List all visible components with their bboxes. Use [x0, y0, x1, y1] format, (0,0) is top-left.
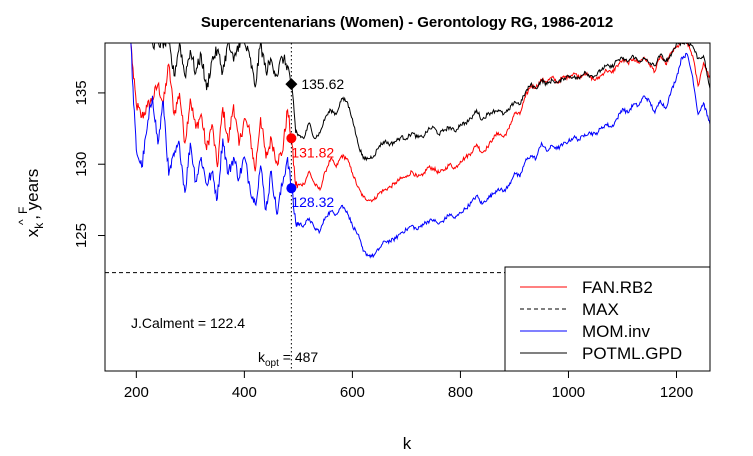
estimate-fan-rb2-label: 131.82 [291, 144, 334, 160]
kopt-label-sub: opt [265, 358, 279, 369]
x-tick-label: 800 [448, 384, 473, 401]
y-axis-label-text: xk , years [23, 169, 46, 238]
series-layer [105, 43, 710, 274]
estimate-mom-inv-marker [286, 183, 297, 194]
y-axis-label-var: x [23, 228, 42, 237]
x-tick-label: 1000 [552, 384, 585, 401]
x-tick-label: 600 [340, 384, 365, 401]
calment-label: J.Calment = 122.4 [131, 315, 245, 331]
legend-label-mom-inv: MOM.inv [582, 322, 651, 341]
legend-items: FAN.RB2 MAX MOM.inv POTML.GPD [520, 278, 682, 363]
series-fan-rb2-line [130, 43, 710, 203]
x-tick-label: 400 [232, 384, 257, 401]
estimate-potml-gpd-marker [285, 78, 298, 91]
x-axis-label: k [403, 434, 412, 453]
y-tick-label: 135 [73, 80, 90, 105]
y-axis-label-suffix: , years [23, 169, 42, 220]
chart-title: Supercentenarians (Women) - Gerontology … [201, 14, 613, 31]
estimate-mom-inv-label: 128.32 [291, 194, 334, 210]
y-axis-label: xk , years ^ F [16, 169, 46, 238]
series-mom-inv-line [130, 43, 710, 259]
y-axis-label-sub: k [32, 222, 46, 229]
y-axis-label-hat: ^ [16, 219, 30, 225]
legend-label-fan-rb2: FAN.RB2 [582, 278, 653, 297]
legend-label-potml-gpd: POTML.GPD [582, 344, 682, 363]
y-axis-label-sup: F [16, 207, 30, 214]
plot-frame [104, 42, 711, 372]
estimate-fan-rb2-marker [286, 133, 297, 144]
x-tick-label: 200 [124, 384, 149, 401]
legend-box [504, 266, 711, 372]
kopt-label-rest: = 487 [279, 349, 319, 365]
markers-layer: 135.62 131.82 128.32 [285, 76, 344, 210]
x-tick-label: 1200 [660, 384, 693, 401]
axes-layer: 200 400 600 800 1000 1200 125 130 135 [73, 80, 693, 401]
y-tick-label: 125 [73, 223, 90, 248]
legend: FAN.RB2 MAX MOM.inv POTML.GPD [504, 266, 711, 372]
series-potml-gpd-line [152, 43, 710, 162]
kopt-label-k: k [258, 349, 266, 365]
estimate-potml-gpd-label: 135.62 [301, 76, 344, 92]
kopt-label: kopt = 487 [258, 349, 318, 369]
y-tick-label: 130 [73, 152, 90, 177]
legend-label-max: MAX [582, 300, 619, 319]
